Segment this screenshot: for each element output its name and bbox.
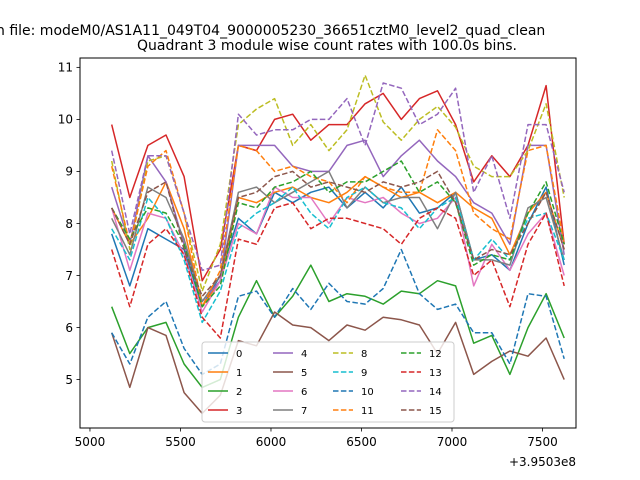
y-tick-label: 5 bbox=[65, 373, 73, 387]
legend-label-2: 2 bbox=[236, 387, 242, 398]
chart-title: Quadrant 3 module wise count rates with … bbox=[137, 38, 517, 54]
x-tick-label: 6000 bbox=[256, 435, 287, 449]
legend-label-12: 12 bbox=[429, 349, 442, 360]
series-line-3 bbox=[110, 84, 565, 282]
x-tick-label: 6500 bbox=[346, 435, 377, 449]
y-tick-label: 8 bbox=[65, 217, 73, 231]
y-tick-label: 9 bbox=[65, 165, 73, 179]
x-tick-label: 5000 bbox=[75, 435, 106, 449]
legend-label-0: 0 bbox=[236, 349, 242, 360]
legend-label-9: 9 bbox=[361, 368, 367, 379]
y-tick-label: 11 bbox=[58, 61, 73, 75]
legend-label-3: 3 bbox=[236, 406, 242, 417]
legend-label-13: 13 bbox=[429, 368, 442, 379]
x-tick-label: 5500 bbox=[165, 435, 196, 449]
legend-label-11: 11 bbox=[361, 406, 374, 417]
y-tick-label: 10 bbox=[58, 113, 73, 127]
series-line-7 bbox=[111, 170, 565, 303]
series-line-10 bbox=[111, 248, 565, 376]
series-line-11 bbox=[110, 129, 565, 308]
figure-suptitle: n file: modeM0/AS1A11_049T04_9000005230_… bbox=[0, 23, 545, 39]
plot-area bbox=[79, 57, 577, 429]
x-tick-label: 7000 bbox=[437, 435, 468, 449]
series-line-14 bbox=[110, 82, 565, 272]
legend-label-1: 1 bbox=[236, 368, 242, 379]
legend-label-8: 8 bbox=[361, 349, 367, 360]
legend-label-15: 15 bbox=[429, 406, 442, 417]
legend-label-4: 4 bbox=[301, 349, 307, 360]
axes-frame bbox=[79, 57, 577, 429]
legend-label-10: 10 bbox=[361, 387, 374, 398]
series-line-12 bbox=[111, 160, 565, 308]
y-tick-label: 7 bbox=[65, 269, 73, 283]
x-axis: 5000 5500 6000 6500 7000 7500 bbox=[75, 428, 558, 449]
y-tick-label: 6 bbox=[65, 321, 73, 335]
legend-label-6: 6 bbox=[301, 387, 307, 398]
x-axis-offset-label: +3.9503e8 bbox=[509, 455, 576, 469]
series-line-2 bbox=[111, 264, 565, 389]
series-line-13 bbox=[110, 201, 565, 339]
series-line-1 bbox=[111, 175, 565, 308]
legend-label-5: 5 bbox=[301, 368, 307, 379]
series-line-5 bbox=[110, 311, 565, 415]
legend-label-14: 14 bbox=[429, 387, 442, 398]
x-tick-label: 7500 bbox=[527, 435, 558, 449]
series-line-9 bbox=[111, 186, 565, 324]
series-layer bbox=[110, 74, 565, 415]
series-line-15 bbox=[111, 170, 565, 298]
legend-label-7: 7 bbox=[301, 406, 307, 417]
legend-frame bbox=[201, 341, 455, 423]
y-axis: 5 6 7 8 9 10 11 bbox=[58, 61, 80, 387]
